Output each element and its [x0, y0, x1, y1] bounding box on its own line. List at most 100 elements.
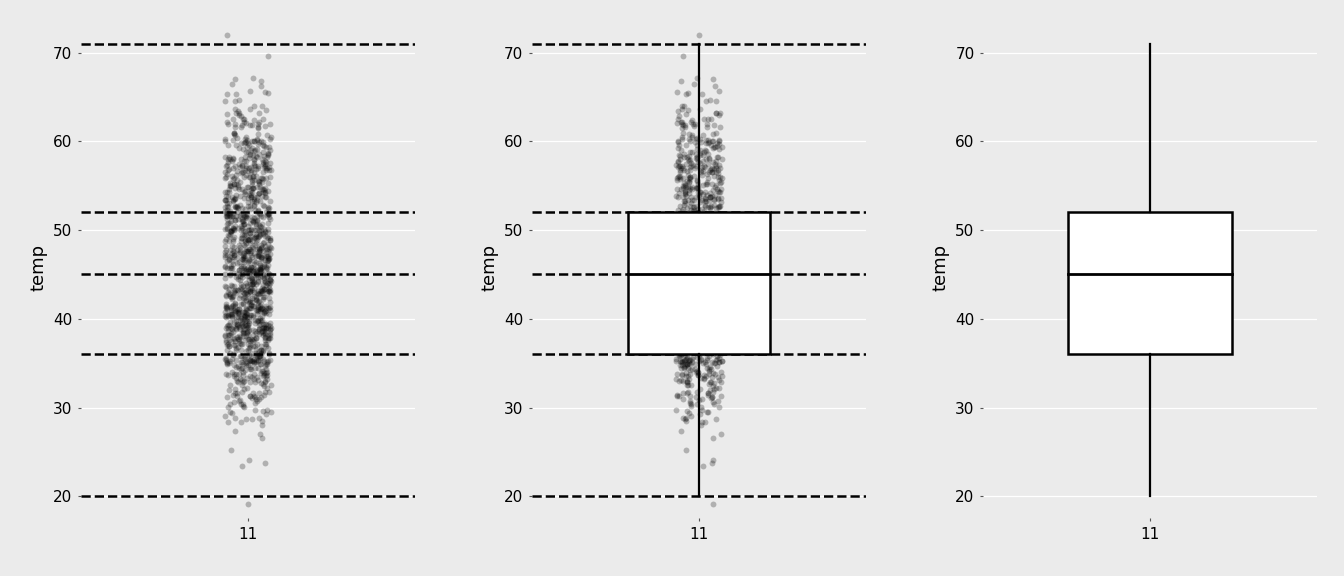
- Point: [235, 147, 257, 157]
- Point: [250, 346, 271, 355]
- Point: [669, 283, 691, 293]
- Point: [669, 285, 691, 294]
- Point: [698, 173, 719, 183]
- Point: [226, 212, 247, 221]
- Point: [702, 392, 723, 401]
- Point: [707, 325, 728, 335]
- Point: [706, 265, 727, 274]
- Point: [255, 359, 277, 368]
- Point: [220, 211, 242, 221]
- Point: [234, 166, 255, 175]
- Point: [672, 215, 694, 225]
- Point: [698, 336, 719, 346]
- Point: [215, 304, 237, 313]
- Point: [668, 271, 689, 280]
- Point: [672, 124, 694, 133]
- Point: [219, 245, 241, 254]
- Point: [700, 320, 722, 329]
- Point: [711, 142, 732, 151]
- Point: [226, 245, 247, 255]
- Point: [249, 109, 270, 118]
- Point: [239, 245, 261, 254]
- Point: [242, 216, 263, 225]
- Point: [224, 340, 246, 350]
- Point: [226, 109, 247, 118]
- Point: [700, 297, 722, 306]
- Point: [215, 263, 237, 272]
- Point: [671, 206, 692, 215]
- Point: [235, 138, 257, 147]
- Point: [688, 223, 710, 233]
- Point: [680, 316, 702, 325]
- Point: [671, 322, 692, 331]
- Point: [245, 342, 266, 351]
- Point: [687, 183, 708, 192]
- Point: [676, 331, 698, 340]
- Point: [677, 105, 699, 115]
- Point: [679, 357, 700, 366]
- Point: [669, 328, 691, 337]
- Point: [235, 331, 257, 340]
- Point: [230, 236, 251, 245]
- Point: [215, 262, 237, 271]
- Point: [689, 188, 711, 197]
- Point: [708, 86, 730, 96]
- Point: [702, 357, 723, 366]
- Point: [239, 362, 261, 372]
- Point: [245, 165, 266, 174]
- Point: [241, 185, 262, 195]
- Point: [699, 165, 720, 175]
- Point: [235, 265, 257, 274]
- Point: [683, 79, 704, 89]
- Point: [220, 324, 242, 333]
- Point: [224, 202, 246, 211]
- Point: [226, 202, 247, 211]
- Point: [696, 228, 718, 237]
- Point: [665, 339, 687, 348]
- Point: [241, 250, 262, 259]
- Point: [665, 310, 687, 320]
- Point: [692, 312, 714, 321]
- Point: [702, 234, 723, 243]
- Point: [251, 184, 273, 193]
- Point: [220, 445, 242, 454]
- Point: [708, 188, 730, 197]
- Point: [255, 285, 277, 294]
- Point: [227, 286, 249, 295]
- Point: [700, 377, 722, 386]
- Point: [676, 254, 698, 263]
- Point: [253, 140, 274, 149]
- Point: [706, 211, 727, 221]
- Point: [703, 200, 724, 210]
- Point: [680, 359, 702, 369]
- Point: [247, 327, 269, 336]
- Point: [699, 311, 720, 320]
- Point: [698, 332, 719, 341]
- Point: [242, 302, 263, 311]
- Point: [234, 204, 255, 214]
- Point: [226, 89, 247, 98]
- Point: [255, 302, 277, 311]
- Point: [237, 182, 258, 191]
- Point: [216, 141, 238, 150]
- Point: [224, 288, 246, 297]
- Point: [687, 250, 708, 259]
- Point: [688, 188, 710, 197]
- Point: [215, 299, 237, 308]
- Point: [694, 319, 715, 328]
- Point: [223, 251, 245, 260]
- Point: [231, 262, 253, 271]
- Point: [215, 202, 237, 211]
- Point: [255, 246, 277, 255]
- Point: [683, 247, 704, 256]
- Point: [685, 346, 707, 355]
- Point: [699, 370, 720, 379]
- Point: [230, 138, 251, 147]
- Point: [671, 105, 692, 114]
- Point: [699, 377, 720, 386]
- Point: [228, 352, 250, 361]
- Point: [238, 236, 259, 245]
- Point: [216, 345, 238, 354]
- Point: [707, 247, 728, 256]
- Point: [679, 233, 700, 242]
